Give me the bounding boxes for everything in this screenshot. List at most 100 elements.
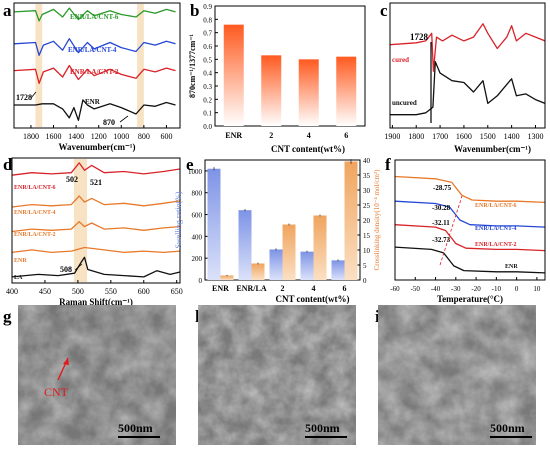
panel-f-series-line (394, 246, 546, 274)
panel-e-ytick-right-label: 25 (363, 202, 371, 210)
sem-texture-h (198, 305, 356, 445)
panel-g-sem: CNT 500nm (18, 305, 176, 445)
panel-f-xtick-label: -10 (492, 285, 502, 293)
panel-d-series-line (11, 246, 181, 254)
panel-b-bar (223, 24, 244, 127)
panel-e-bar-crosslink (282, 224, 296, 280)
panel-d-xtick-label: 500 (72, 287, 84, 296)
panel-d-series-label: ENR/LA/CNT-2 (14, 232, 55, 238)
panel-f-xtick-label: 10 (533, 285, 541, 293)
panel-f-tg-label: -32.73 (432, 236, 451, 244)
panel-c-series-line (390, 61, 546, 116)
panel-f-xtick-label: -40 (431, 285, 441, 293)
panel-letter-e: e (186, 155, 194, 174)
panel-letter-a: a (3, 1, 12, 20)
panel-e-ytick-right-label: 0 (363, 277, 367, 285)
panel-f-xlabel: Temperature(°C) (437, 294, 503, 304)
panel-b-ylabel: 870cm⁻¹/1377cm⁻¹ (188, 33, 197, 97)
panel-a-arrow-870 (119, 115, 129, 123)
panel-b-ytick-label: 0.1 (203, 110, 212, 118)
panel-e-category-label: 4 (312, 284, 316, 293)
panel-h-sem: 500nm (198, 305, 356, 445)
panel-c-xtick-label: 1500 (480, 132, 496, 141)
panel-b-ytick-label: 0.4 (203, 70, 212, 78)
panel-c-xtick-label: 1700 (432, 132, 448, 141)
panel-c-xtick-label: 1400 (504, 132, 520, 141)
panel-e-ytick-right-label: 20 (363, 217, 371, 225)
panel-e-bar-crosslink (220, 275, 234, 280)
panel-a-annot-1728: 1728 (16, 93, 32, 102)
panel-b-category-label: 4 (307, 131, 311, 140)
panel-letter-i: i (375, 307, 380, 326)
panel-e-ytick-label: 400 (192, 233, 203, 241)
panel-d-series-line (11, 221, 181, 233)
panel-f-xtick-label: -30 (451, 285, 461, 293)
panel-e-ytick-right-label: 40 (363, 157, 371, 165)
panel-f-series-line (394, 224, 546, 252)
panel-f-series-line (394, 200, 546, 228)
panel-a-xtick-label: 800 (138, 132, 150, 141)
panel-f-xtick-label: -50 (411, 285, 421, 293)
panel-letter-b: b (190, 1, 199, 20)
panel-e-xlabel: CNT content(wt%) (275, 294, 349, 304)
panel-c-series-label: uncured (392, 99, 417, 107)
panel-c-xtick-label: 1300 (527, 132, 543, 141)
panel-c-ftir-cure: cured uncured 1900 1800 1700 1600 1500 1400 1300… (384, 2, 546, 154)
panel-e-bar-swelling (238, 210, 252, 280)
panel-letter-f: f (385, 155, 391, 174)
panel-b-ytick-label: 0.0 (203, 123, 212, 131)
panel-a-xtick-label: 1800 (23, 132, 39, 141)
panel-f-series-label: ENR/LA/CNT-4 (475, 226, 516, 232)
panel-f-xtick-label: -60 (390, 285, 400, 293)
panel-b-bar (336, 56, 357, 126)
panel-d-xtick-label: 650 (171, 287, 183, 296)
panel-c-xtick-label: 1600 (456, 132, 472, 141)
cnt-label: CNT (44, 385, 69, 399)
panel-d-annot-502: 502 (66, 175, 78, 184)
panel-d-xtick-label: 400 (6, 287, 18, 296)
panel-f-series-label: ENR (505, 264, 518, 270)
panel-e-bar-crosslink (313, 215, 327, 280)
panel-f-xtick-label: -20 (471, 285, 481, 293)
panel-e-ytick-right-label: 10 (363, 247, 371, 255)
panel-b-ytick-label: 0.2 (203, 96, 212, 104)
panel-d-series-label: ENR/LA/CNT-6 (14, 185, 55, 191)
panel-e-bar-crosslink (251, 263, 265, 280)
sem-texture-i (378, 305, 536, 445)
panel-letter-g: g (3, 307, 12, 326)
panel-a-xtick-label: 1400 (68, 132, 84, 141)
panel-e-bar-swelling (207, 168, 221, 280)
panel-e-ytick-label: 0 (199, 277, 203, 285)
panel-e-bar-swelling (331, 260, 345, 280)
panel-f-tg-trend-line (439, 195, 463, 266)
panel-f-series-label: ENR/LA/CNT-2 (475, 242, 516, 248)
panel-e-ylabel: Swelling ratio(%) (174, 191, 183, 248)
panel-e-category-label: 6 (343, 284, 347, 293)
panel-a-series-label: ENR/LA/CNT-4 (68, 46, 117, 54)
panel-b-ytick-label: 0.8 (203, 16, 212, 24)
panel-a-series-line (13, 7, 176, 22)
panel-b-ytick-label: 0.5 (203, 56, 212, 64)
panel-f-tg-label: -30.28 (432, 204, 451, 212)
panel-e-category-label: 2 (281, 284, 285, 293)
panel-e-ytick-label: 200 (192, 255, 203, 263)
panel-e-ytick-right-label: 30 (363, 187, 371, 195)
panel-a-xtick-label: 1200 (91, 132, 107, 141)
panel-a-xtick-label: 600 (160, 132, 172, 141)
panel-d-series-label: ENR (14, 258, 27, 264)
scale-label-g: 500nm (118, 421, 153, 435)
panel-c-series-label: cured (392, 56, 409, 64)
panel-a-highlight-band (35, 4, 43, 127)
panel-b-bar (261, 55, 282, 127)
panel-d-frame (11, 157, 181, 284)
panel-c-xtick-label: 1800 (408, 132, 424, 141)
panel-b-bar (298, 59, 319, 127)
panel-d-xtick-label: 600 (138, 287, 150, 296)
panel-a-series-line (14, 99, 176, 121)
panel-a-xtick-label: 1000 (113, 132, 129, 141)
scale-label-h: 500nm (305, 421, 340, 435)
panel-b-bar-chart: 0.0 0.1 0.2 0.3 0.4 0.5 0.6 0.7 0.8 0.9 ENR 2 4 6 CNT … (188, 3, 366, 154)
panel-letter-d: d (3, 155, 13, 174)
panel-c-xtick-label: 1900 (384, 132, 400, 141)
panel-d-series-label: LA (14, 275, 23, 281)
